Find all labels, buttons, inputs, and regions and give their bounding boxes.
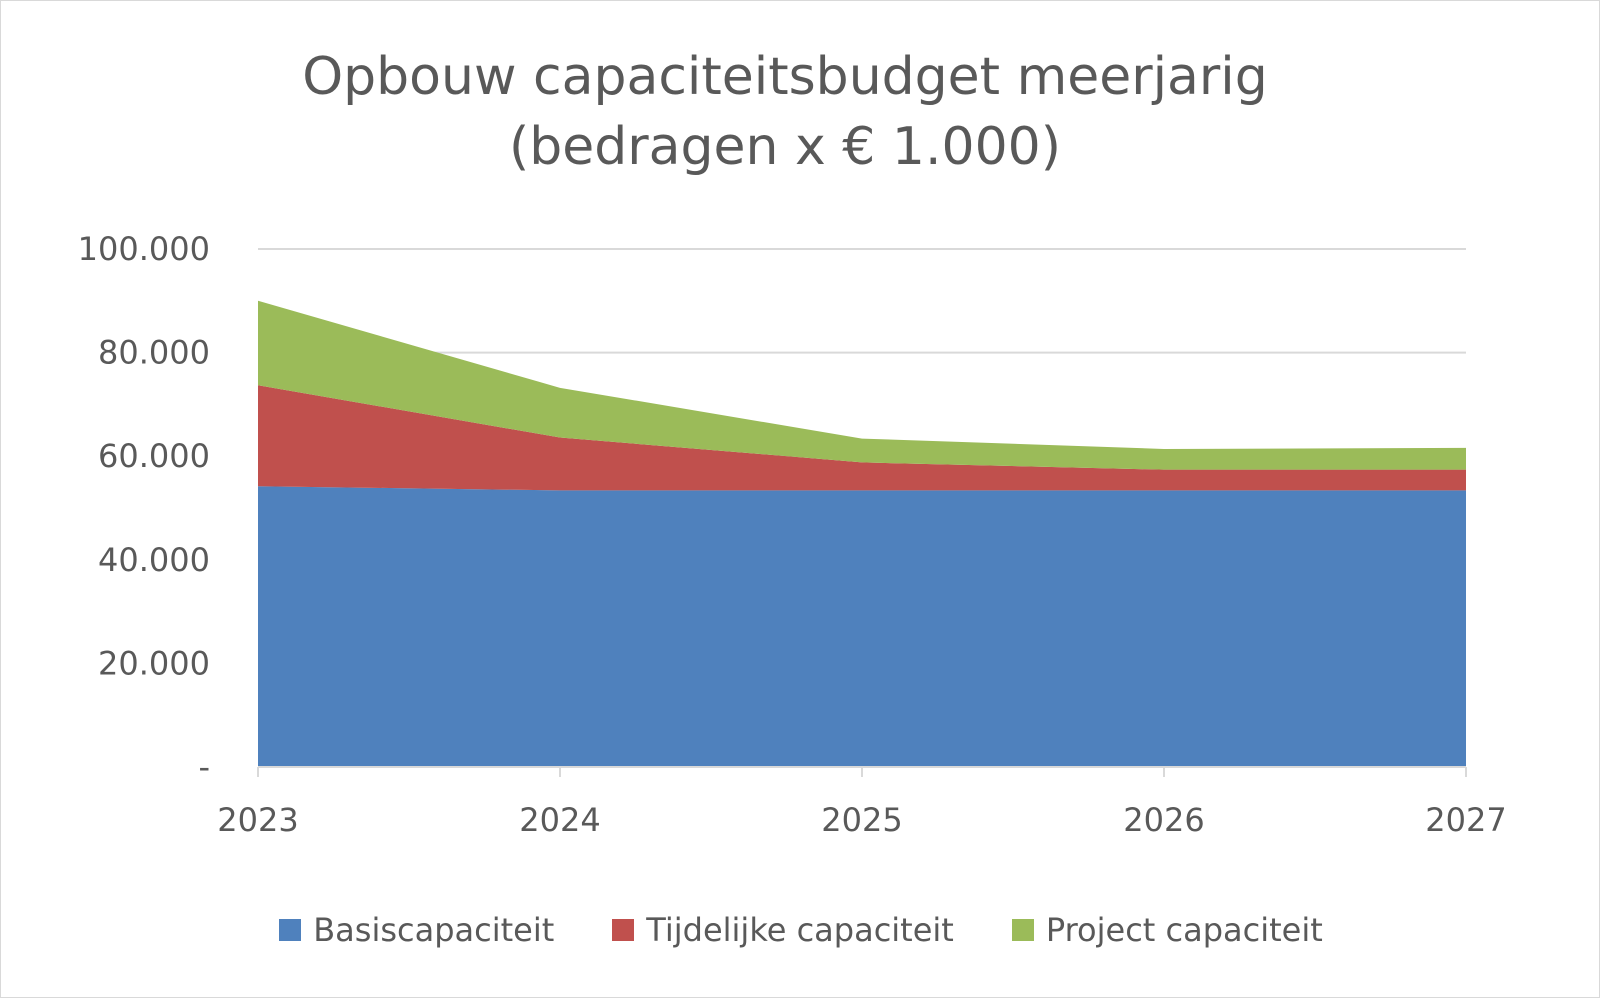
legend-label-1: Tijdelijke capaciteit bbox=[646, 911, 954, 949]
area-series-1 bbox=[258, 385, 1466, 491]
legend-item-2: Project capaciteit bbox=[1011, 911, 1323, 949]
legend-item-1: Tijdelijke capaciteit bbox=[612, 911, 954, 949]
chart-title: Opbouw capaciteitsbudget meerjarig (bedr… bbox=[0, 42, 1570, 182]
x-tick-label-4: 2027 bbox=[1425, 801, 1506, 839]
chart-legend: Basiscapaciteit Tijdelijke capaciteit Proj… bbox=[0, 908, 1602, 952]
y-tick-label-3: 60.000 bbox=[98, 437, 210, 475]
legend-item-0: Basiscapaciteit bbox=[279, 911, 554, 949]
y-tick-label-2: 40.000 bbox=[98, 541, 210, 579]
area-series-0 bbox=[258, 486, 1466, 767]
area-series-2 bbox=[258, 300, 1466, 470]
x-tick-label-2: 2025 bbox=[821, 801, 902, 839]
legend-label-2: Project capaciteit bbox=[1045, 911, 1323, 949]
y-tick-label-0: - bbox=[198, 748, 210, 786]
x-tick-label-1: 2024 bbox=[519, 801, 600, 839]
y-tick-label-1: 20.000 bbox=[98, 644, 210, 682]
x-tick-label-3: 2026 bbox=[1123, 801, 1204, 839]
chart-title-line-2: (bedragen x € 1.000) bbox=[508, 117, 1062, 177]
x-tick-label-0: 2023 bbox=[217, 801, 298, 839]
chart-title-line-1: Opbouw capaciteitsbudget meerjarig bbox=[302, 47, 1268, 107]
legend-swatch-0 bbox=[279, 919, 302, 941]
legend-swatch-2 bbox=[1011, 919, 1034, 941]
y-tick-label-5: 100.000 bbox=[78, 230, 210, 268]
y-tick-label-4: 80.000 bbox=[98, 334, 210, 372]
legend-label-0: Basiscapaciteit bbox=[313, 911, 555, 949]
legend-swatch-1 bbox=[612, 919, 635, 941]
